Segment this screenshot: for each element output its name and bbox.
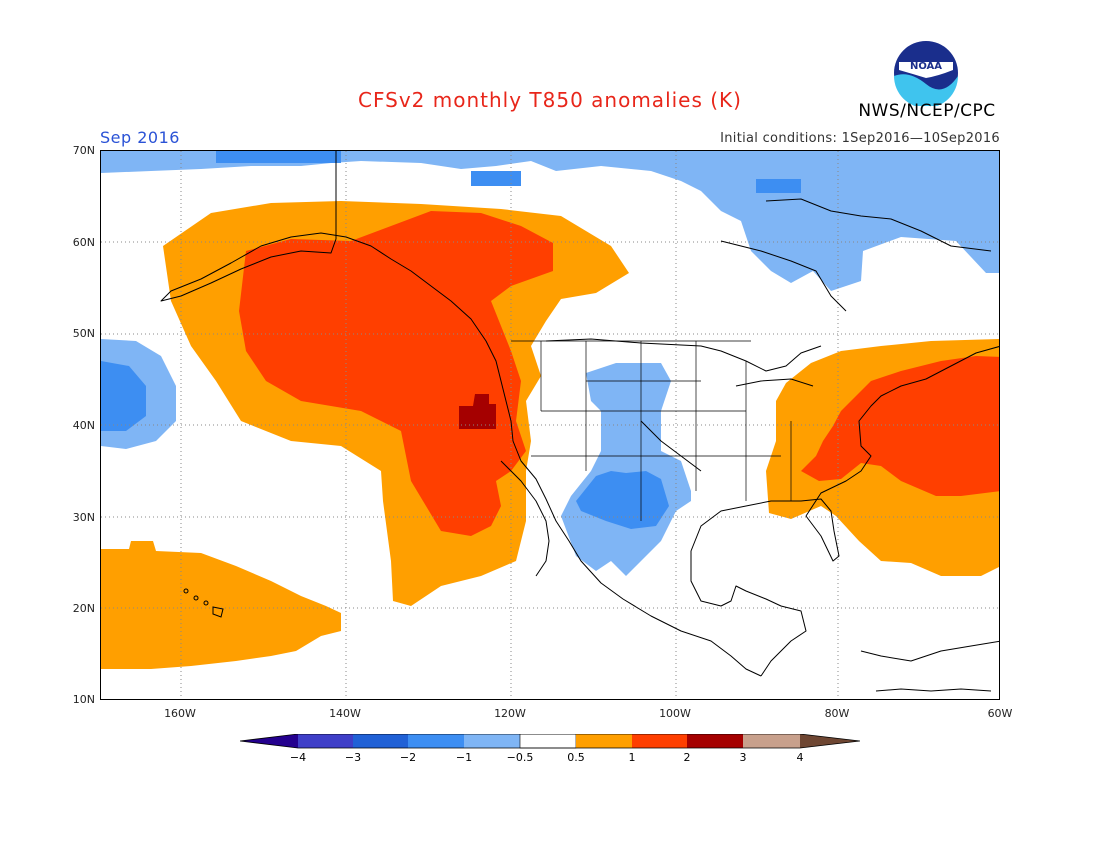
color-bar (240, 734, 860, 749)
colorbar-segment-minus3-to-minus2 (353, 734, 408, 748)
colorbar-label-minus4: −4 (289, 751, 307, 764)
eastern-us-atlantic-warm-anomaly (801, 356, 999, 496)
lat-label-10n: 10N (72, 693, 95, 706)
northeast-pacific-warm-anomaly (239, 211, 553, 536)
colorbar-segment-above-4 (800, 734, 860, 748)
colorbar-label-minus05: −0.5 (506, 751, 534, 764)
colorbar-label-minus3: −3 (344, 751, 362, 764)
colorbar-segment-minus1-to-minus05 (464, 734, 520, 748)
colorbar-segment-3-to-4 (743, 734, 800, 748)
colorbar-segment-2-to-3 (687, 734, 743, 748)
lon-label-80w: 80W (824, 707, 850, 720)
lon-label-160w: 160W (164, 707, 196, 720)
hawaii-warm-anomaly (101, 541, 341, 669)
lat-label-70n: 70N (72, 144, 95, 157)
lat-label-20n: 20N (72, 602, 95, 615)
lon-label-140w: 140W (329, 707, 361, 720)
agency-label: NWS/NCEP/CPC (858, 101, 996, 121)
chart-title: CFSv2 monthly T850 anomalies (K) (358, 88, 742, 112)
colorbar-segment-minus2-to-minus1 (408, 734, 464, 748)
southwest-us-cold-anomaly (561, 363, 691, 576)
southwest-us-cold-core (576, 471, 669, 529)
state-borders (511, 340, 792, 521)
colorbar-segment-minus4-to-minus3 (298, 734, 353, 748)
forecast-period: Sep 2016 (100, 128, 180, 147)
colorbar-label-minus2: −2 (399, 751, 417, 764)
colorbar-segment-1-to-2 (632, 734, 687, 748)
colorbar-segment-05-to-1 (576, 734, 632, 748)
lat-label-30n: 30N (72, 511, 95, 524)
map-canvas (101, 151, 999, 699)
canada-arctic-cold-core (216, 151, 801, 193)
lat-label-40n: 40N (72, 419, 95, 432)
oregon-hot-spot (459, 394, 496, 429)
colorbar-label-05: 0.5 (567, 751, 585, 764)
anomaly-map (100, 150, 1000, 700)
colorbar-label-2: 2 (683, 751, 691, 764)
lat-label-50n: 50N (72, 327, 95, 340)
colorbar-label-1: 1 (628, 751, 636, 764)
colorbar-label-minus1: −1 (455, 751, 473, 764)
colorbar-label-3: 3 (739, 751, 747, 764)
svg-text:NOAA: NOAA (910, 61, 942, 72)
lon-label-100w: 100W (659, 707, 691, 720)
lon-label-120w: 120W (494, 707, 526, 720)
colorbar-segment-below-minus4 (240, 734, 298, 748)
colorbar-label-4: 4 (796, 751, 804, 764)
colorbar-segment-neutral (519, 734, 577, 749)
north-pacific-cold-core (101, 361, 146, 431)
coastlines (160, 151, 999, 692)
lon-label-60w: 60W (987, 707, 1013, 720)
noaa-logo: NOAA (894, 41, 958, 106)
hawaii-islands (183, 588, 224, 618)
lat-label-60n: 60N (72, 236, 95, 249)
initial-conditions: Initial conditions: 1Sep2016—10Sep2016 (720, 131, 1000, 146)
